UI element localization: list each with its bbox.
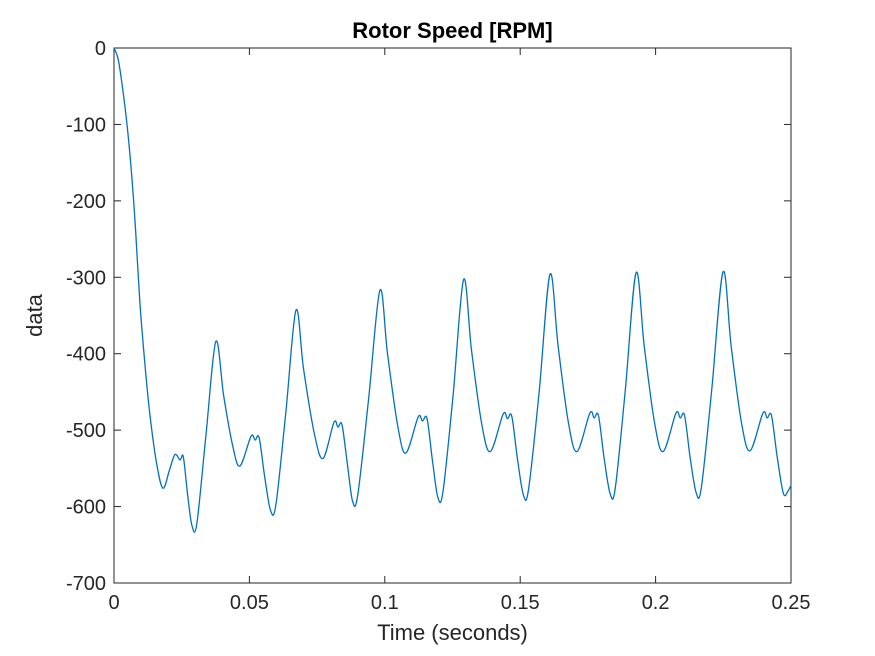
y-tick-label: -100 (66, 114, 106, 136)
y-tick-labels: 0 -100 -200 -300 -400 -500 -600 -700 (66, 38, 106, 595)
y-axis-label: data (22, 293, 47, 337)
y-tick-label: -600 (66, 497, 106, 519)
y-tick-label: -500 (66, 420, 106, 442)
x-tick-label: 0.15 (501, 592, 540, 614)
chart-line (113, 47, 792, 533)
x-tick-label: 0.25 (772, 592, 811, 614)
x-tick-label: 0.2 (642, 592, 670, 614)
y-tick-label: -200 (66, 191, 106, 213)
y-tick-label: -700 (66, 573, 106, 595)
y-tick-label: 0 (95, 38, 106, 60)
x-tick-labels: 0 0.05 0.1 0.15 0.2 0.25 (108, 592, 810, 614)
x-tick-label: 0.05 (230, 592, 269, 614)
chart-title: Rotor Speed [RPM] (352, 18, 552, 43)
x-tick-label: 0 (108, 592, 119, 614)
y-tick-label: -400 (66, 344, 106, 366)
y-tick-label: -300 (66, 267, 106, 289)
x-tick-label: 0.1 (371, 592, 399, 614)
plot-border (113, 47, 792, 584)
x-axis-label: Time (seconds) (377, 620, 528, 645)
